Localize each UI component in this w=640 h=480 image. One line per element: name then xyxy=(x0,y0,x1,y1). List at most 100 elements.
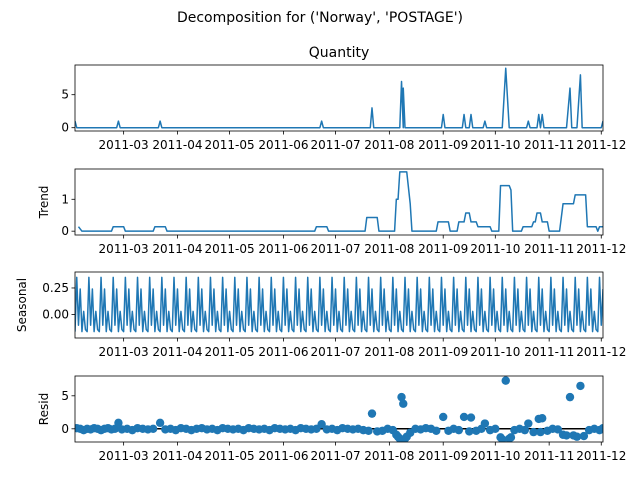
resid-point xyxy=(459,412,469,422)
resid-point xyxy=(155,418,165,428)
resid-point xyxy=(506,433,516,442)
resid-point xyxy=(529,427,538,437)
resid-point xyxy=(536,427,545,437)
resid-point xyxy=(439,412,448,422)
series-line xyxy=(75,67,603,129)
series-line xyxy=(75,276,603,333)
x-tick-label: 2011-08 xyxy=(364,138,414,152)
x-tick-label: 2011-07 xyxy=(310,449,360,463)
x-tick-label: 2011-05 xyxy=(205,242,255,256)
x-tick-label: 2011-11 xyxy=(524,345,574,359)
resid-point xyxy=(520,425,530,435)
x-tick-label: 2011-11 xyxy=(524,242,574,256)
resid-point xyxy=(598,423,603,433)
x-tick-label: 2011-10 xyxy=(470,345,520,359)
resid-point xyxy=(576,381,585,391)
x-tick-label: 2011-07 xyxy=(310,345,360,359)
x-tick-label: 2011-03 xyxy=(99,449,149,463)
y-tick-label: 0.00 xyxy=(42,308,69,322)
y-tick-label: 5 xyxy=(61,88,69,102)
resid-point xyxy=(579,431,589,441)
axes-frame xyxy=(74,168,604,236)
resid-point xyxy=(553,425,563,434)
panel-quantity-title: Quantity xyxy=(309,45,370,61)
axes-frame xyxy=(74,271,604,339)
x-tick-label: 2011-09 xyxy=(418,138,468,152)
series-1 xyxy=(77,171,603,232)
series-0 xyxy=(75,67,603,129)
axes-frame xyxy=(74,64,604,132)
resid-point xyxy=(465,427,474,436)
x-tick-label: 2011-09 xyxy=(418,449,468,463)
x-tick-label: 2011-04 xyxy=(152,449,202,463)
resid-point xyxy=(367,409,377,418)
x-tick-label: 2011-03 xyxy=(99,345,149,359)
axes-frame xyxy=(74,375,604,443)
x-tick-label: 2011-03 xyxy=(99,138,149,152)
x-tick-label: 2011-12 xyxy=(576,449,626,463)
resid-point xyxy=(538,414,547,423)
x-tick-label: 2011-10 xyxy=(470,138,520,152)
panel-quantity-plot: 0 5 2011-03 2011-04 2011-05 2011-06 2011-07 201… xyxy=(61,64,626,152)
series-2 xyxy=(75,276,603,333)
resid-point xyxy=(466,413,476,422)
resid-point xyxy=(364,426,373,435)
panel-seasonal-ylabel: Seasonal xyxy=(15,278,29,332)
panel-resid-plot: 0 5 2011-03 2011-04 2011-05 2011-06 2011-07 201… xyxy=(61,375,626,463)
x-tick-label: 2011-06 xyxy=(258,138,308,152)
resid-point xyxy=(501,376,510,385)
y-tick-label: 0.25 xyxy=(42,281,69,295)
x-tick-label: 2011-12 xyxy=(576,345,626,359)
x-tick-label: 2011-07 xyxy=(310,242,360,256)
resid-point xyxy=(454,425,464,435)
x-tick-label: 2011-08 xyxy=(364,242,414,256)
x-tick-label: 2011-09 xyxy=(418,242,468,256)
x-tick-label: 2011-07 xyxy=(310,138,360,152)
series-line xyxy=(77,171,603,232)
resid-point xyxy=(565,392,575,402)
panel-trend-ylabel: Trend xyxy=(37,186,51,220)
x-tick-label: 2011-08 xyxy=(364,345,414,359)
y-tick-label: 0 xyxy=(61,422,69,436)
x-tick-label: 2011-10 xyxy=(470,242,520,256)
resid-point xyxy=(397,392,406,402)
resid-point xyxy=(148,424,158,433)
resid-point xyxy=(432,426,441,435)
panel-resid-ylabel: Resid xyxy=(37,393,51,425)
x-tick-label: 2011-04 xyxy=(152,345,202,359)
x-tick-label: 2011-05 xyxy=(205,138,255,152)
x-tick-label: 2011-05 xyxy=(205,449,255,463)
x-tick-label: 2011-04 xyxy=(152,138,202,152)
series-3 xyxy=(75,376,603,442)
x-tick-label: 2011-08 xyxy=(364,449,414,463)
resid-point xyxy=(480,419,490,428)
resid-point xyxy=(498,435,507,442)
resid-point xyxy=(399,399,408,408)
x-tick-label: 2011-12 xyxy=(576,242,626,256)
y-tick-label: 0 xyxy=(61,224,69,238)
x-tick-label: 2011-10 xyxy=(470,449,520,463)
resid-point xyxy=(317,419,326,429)
x-tick-label: 2011-04 xyxy=(152,242,202,256)
resid-point xyxy=(114,418,123,428)
x-tick-label: 2011-05 xyxy=(205,345,255,359)
x-tick-label: 2011-06 xyxy=(258,345,308,359)
figure-suptitle: Decomposition for ('Norway', 'POSTAGE') xyxy=(177,10,463,26)
resid-point xyxy=(524,419,533,428)
x-tick-label: 2011-12 xyxy=(576,138,626,152)
x-tick-label: 2011-06 xyxy=(258,242,308,256)
x-tick-label: 2011-11 xyxy=(524,138,574,152)
resid-point xyxy=(572,432,582,441)
y-tick-label: 1 xyxy=(61,192,69,206)
y-tick-label: 5 xyxy=(61,389,69,403)
x-tick-label: 2011-06 xyxy=(258,449,308,463)
resid-point xyxy=(491,424,500,433)
panel-trend-plot: 0 1 2011-03 2011-04 2011-05 2011-06 2011-07 201… xyxy=(61,168,626,256)
x-tick-label: 2011-11 xyxy=(524,449,574,463)
